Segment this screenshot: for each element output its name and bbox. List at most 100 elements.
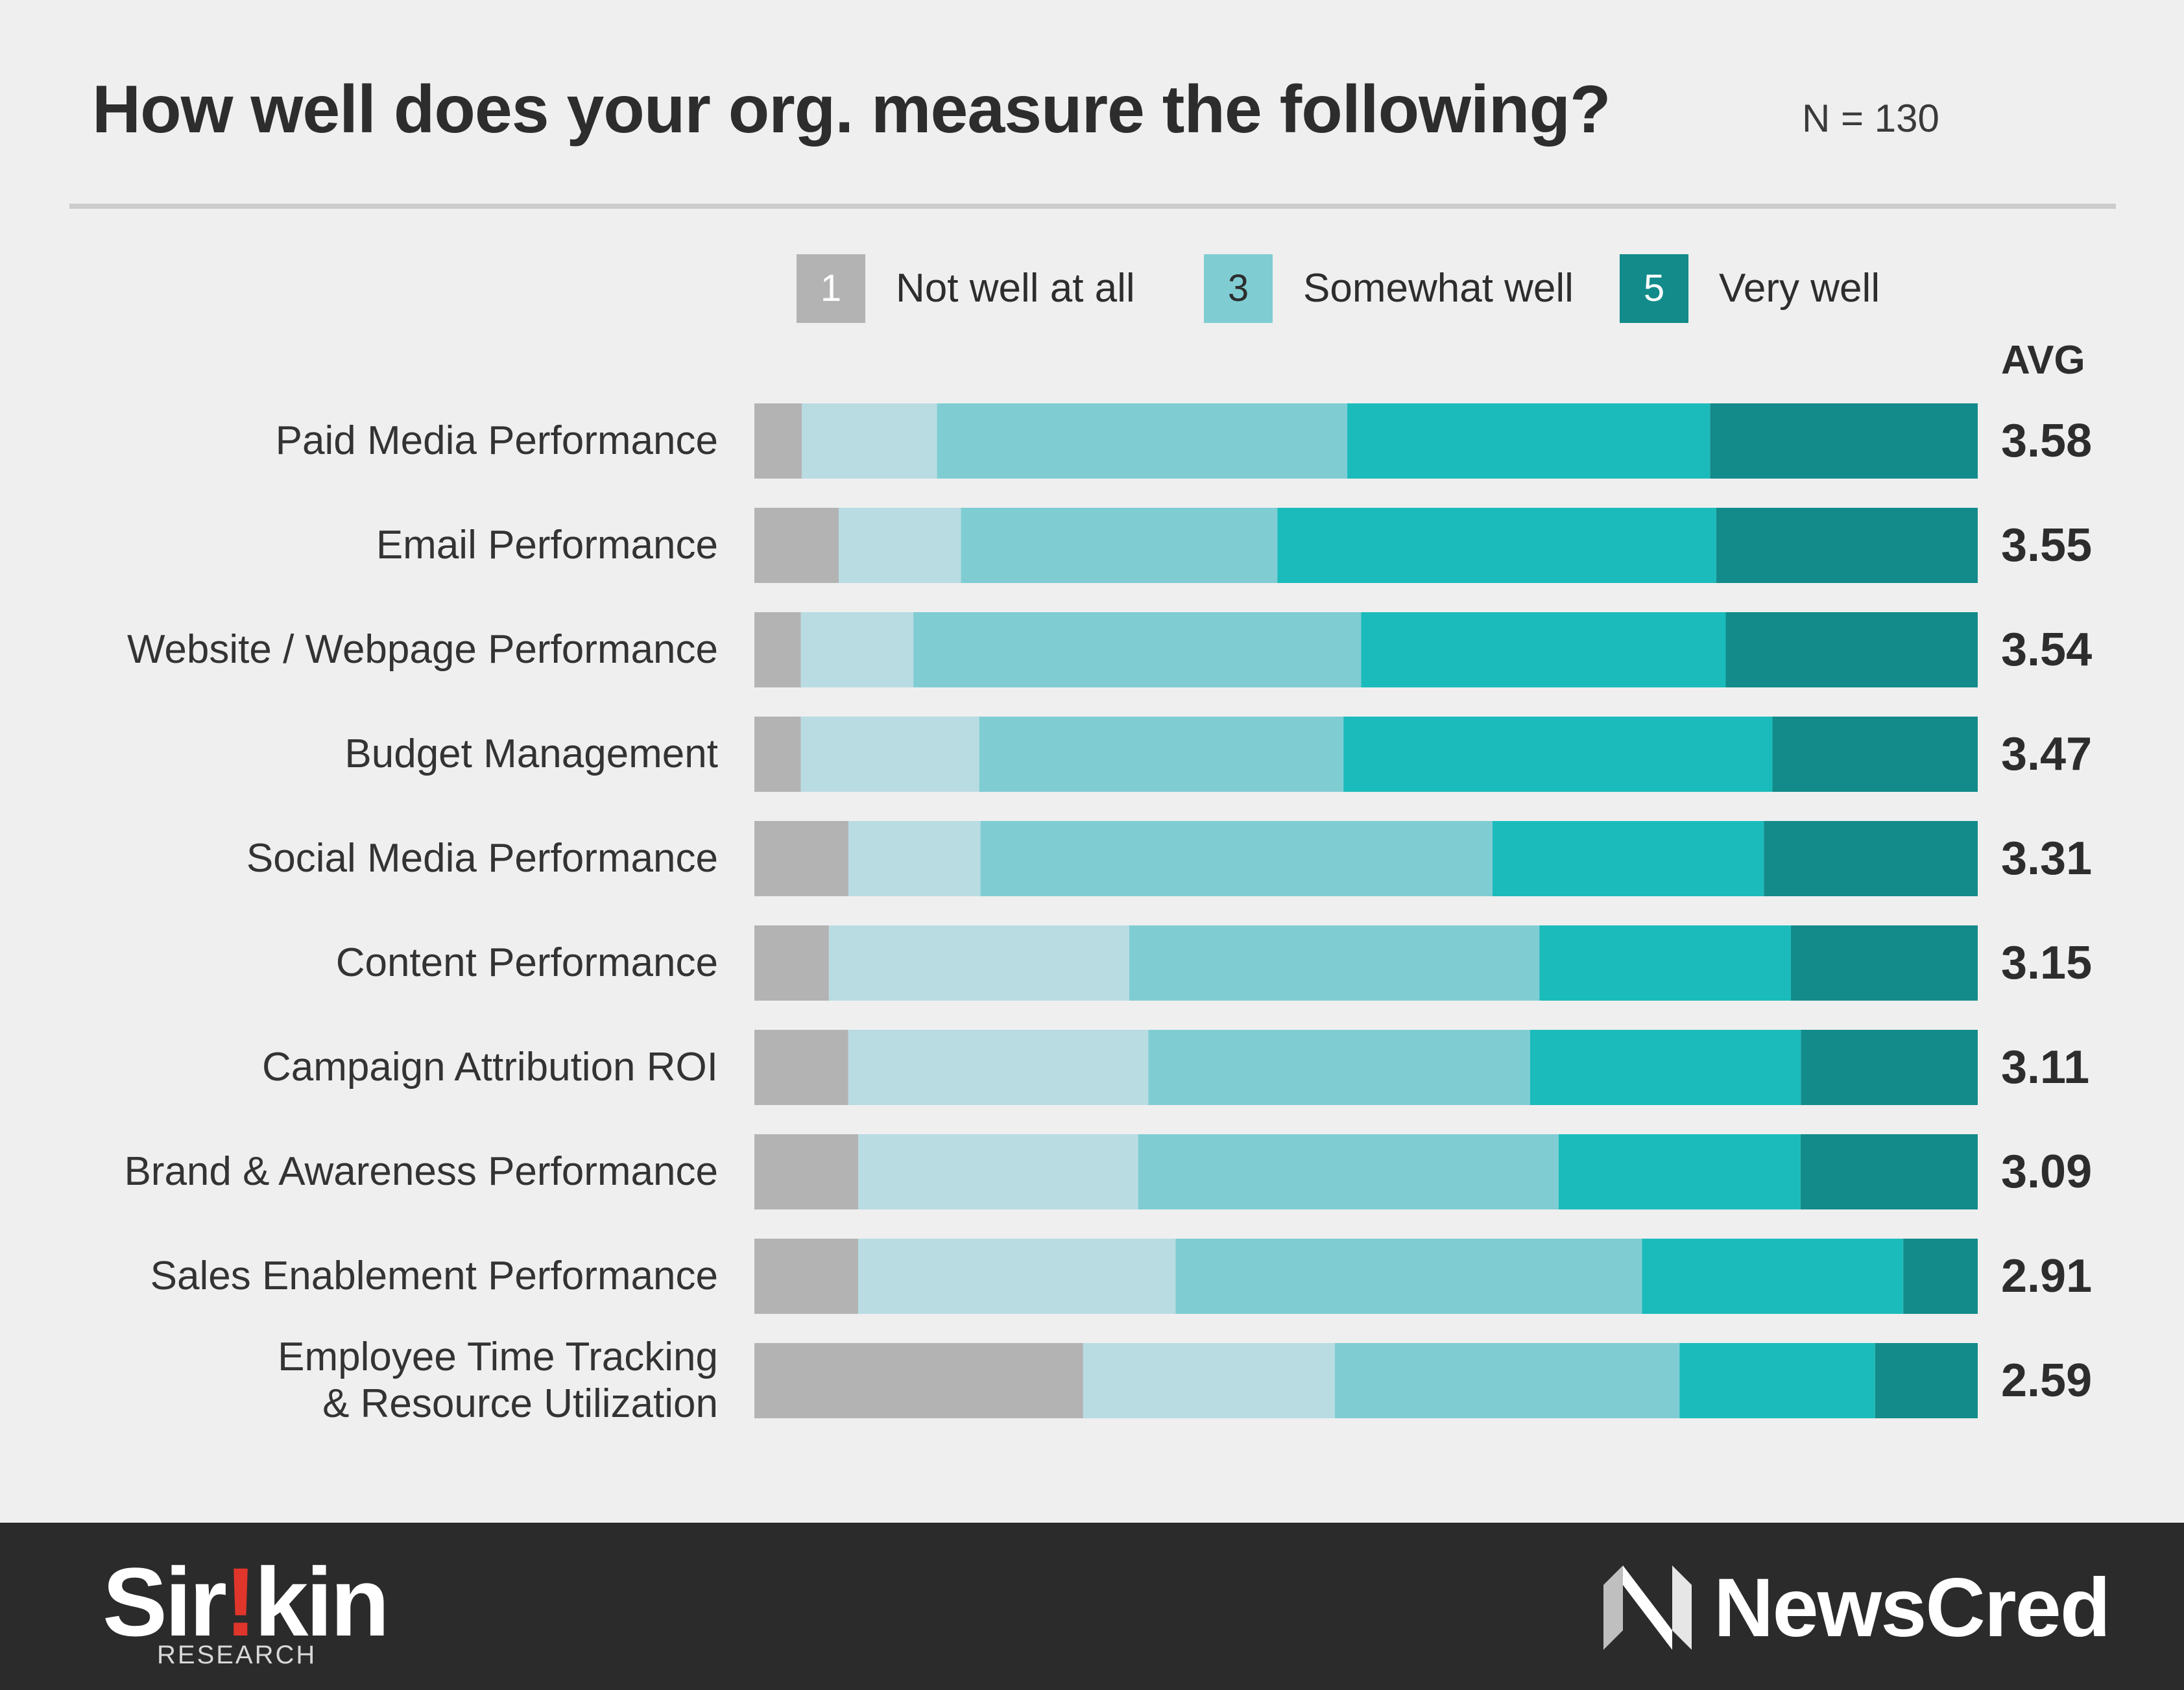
bar-segment-row6-rating1 xyxy=(754,925,829,1001)
category-label-line: Sales Enablement Performance xyxy=(150,1254,718,1298)
bar-segment-row5-rating4 xyxy=(1493,821,1764,896)
sirkin-subtitle: RESEARCH xyxy=(157,1641,317,1669)
bar-segment-row10-rating2 xyxy=(1083,1343,1335,1418)
bar-segment-row10-rating3 xyxy=(1334,1343,1680,1418)
bar-segment-row2-rating4 xyxy=(1277,508,1716,583)
bar-segment-row9-rating5 xyxy=(1903,1239,1978,1314)
footer-bar xyxy=(0,1523,2184,1690)
category-label-row9: Sales Enablement Performance xyxy=(69,1253,718,1300)
sirkin-word-end: kin xyxy=(254,1547,390,1656)
bar-segment-row7-rating2 xyxy=(848,1030,1149,1105)
category-label-line: Campaign Attribution ROI xyxy=(261,1045,718,1089)
bar-segment-row6-rating2 xyxy=(828,925,1129,1001)
bar-segment-row4-rating2 xyxy=(800,717,979,792)
average-value-row7: 3.11 xyxy=(2001,1041,2090,1093)
legend-label-5: Very well xyxy=(1719,266,1880,311)
average-value-row9: 2.91 xyxy=(2001,1250,2093,1302)
average-value-row8: 3.09 xyxy=(2001,1146,2093,1198)
category-label-row6: Content Performance xyxy=(69,940,718,986)
sirkin-word-start: Sir xyxy=(102,1547,227,1656)
bar-segment-row7-rating1 xyxy=(754,1030,848,1105)
bar-segment-row5-rating1 xyxy=(754,821,849,896)
avg-column-header: AVG xyxy=(2001,338,2085,383)
newscred-wordmark: NewsCred xyxy=(1714,1562,2111,1654)
average-value-row2: 3.55 xyxy=(2001,519,2093,571)
bar-segment-row3-rating4 xyxy=(1361,612,1726,687)
legend-label-3: Somewhat well xyxy=(1303,266,1574,311)
category-label-row4: Budget Management xyxy=(69,731,718,778)
legend-label-1: Not well at all xyxy=(896,266,1135,311)
category-label-row5: Social Media Performance xyxy=(69,835,718,882)
sample-size-label: N = 130 xyxy=(1802,97,1939,140)
bar-segment-row6-rating4 xyxy=(1539,925,1792,1001)
bar-segment-row10-rating1 xyxy=(754,1343,1083,1418)
average-value-row6: 3.15 xyxy=(2001,937,2093,989)
bar-segment-row2-rating1 xyxy=(754,508,839,583)
legend-swatch-3: 3 xyxy=(1204,254,1273,323)
bar-segment-row9-rating4 xyxy=(1642,1239,1904,1314)
bar-segment-row8-rating5 xyxy=(1800,1134,1978,1209)
category-label-row3: Website / Webpage Performance xyxy=(69,626,718,673)
bar-segment-row1-rating4 xyxy=(1347,403,1710,479)
average-value-row3: 3.54 xyxy=(2001,624,2093,676)
bar-segment-row3-rating1 xyxy=(754,612,801,687)
bar-segment-row10-rating4 xyxy=(1679,1343,1875,1418)
category-label-row7: Campaign Attribution ROI xyxy=(69,1044,718,1091)
bar-segment-row6-rating3 xyxy=(1129,925,1540,1001)
category-label-line: Website / Webpage Performance xyxy=(127,627,718,672)
chart-title: How well does your org. measure the foll… xyxy=(92,72,1611,147)
category-label-row2: Email Performance xyxy=(69,522,718,569)
bar-segment-row5-rating5 xyxy=(1764,821,1978,896)
bar-segment-row2-rating3 xyxy=(961,508,1278,583)
bar-segment-row3-rating3 xyxy=(913,612,1362,687)
bar-segment-row4-rating3 xyxy=(979,717,1344,792)
bar-segment-row9-rating2 xyxy=(858,1239,1176,1314)
bar-segment-row5-rating2 xyxy=(848,821,981,896)
legend-swatch-5: 5 xyxy=(1620,254,1688,323)
category-label-line: Employee Time Tracking xyxy=(278,1335,718,1379)
bar-segment-row8-rating3 xyxy=(1138,1134,1559,1209)
category-label-line: Content Performance xyxy=(335,940,718,985)
bar-segment-row1-rating1 xyxy=(754,403,802,479)
bar-segment-row1-rating2 xyxy=(802,403,937,479)
bar-segment-row8-rating2 xyxy=(858,1134,1138,1209)
bar-segment-row2-rating5 xyxy=(1716,508,1978,583)
bar-segment-row4-rating5 xyxy=(1772,717,1978,792)
bar-segment-row4-rating1 xyxy=(754,717,801,792)
bar-segment-row10-rating5 xyxy=(1875,1343,1978,1418)
bar-segment-row1-rating3 xyxy=(937,403,1348,479)
category-label-line: Brand & Awareness Performance xyxy=(124,1149,718,1194)
bar-segment-row8-rating4 xyxy=(1558,1134,1801,1209)
bar-segment-row8-rating1 xyxy=(754,1134,859,1209)
category-label-line: & Resource Utilization xyxy=(322,1381,718,1426)
average-value-row1: 3.58 xyxy=(2001,415,2093,467)
sirkin-research-logo: Sir!kin RESEARCH xyxy=(102,1543,390,1673)
bar-segment-row3-rating2 xyxy=(800,612,914,687)
bar-segment-row7-rating3 xyxy=(1148,1030,1530,1105)
bar-segment-row4-rating4 xyxy=(1343,717,1773,792)
title-divider xyxy=(69,204,2116,209)
newscred-mark-icon xyxy=(1603,1565,1692,1650)
category-label-row8: Brand & Awareness Performance xyxy=(69,1148,718,1195)
bar-segment-row3-rating5 xyxy=(1725,612,1978,687)
stacked-bar-chart xyxy=(754,403,1978,1418)
sirkin-wordmark: Sir!kin xyxy=(102,1543,390,1660)
legend-swatch-1: 1 xyxy=(797,254,865,323)
category-label-line: Budget Management xyxy=(344,732,718,776)
category-label-line: Social Media Performance xyxy=(246,836,718,881)
category-label-row10: Employee Time Tracking & Resource Utiliza… xyxy=(69,1334,718,1427)
category-label-line: Email Performance xyxy=(376,523,718,567)
bar-segment-row5-rating3 xyxy=(980,821,1493,896)
bar-segment-row7-rating4 xyxy=(1530,1030,1801,1105)
bar-segment-row2-rating2 xyxy=(839,508,961,583)
newscred-logo: NewsCred xyxy=(1603,1556,2111,1660)
average-value-row4: 3.47 xyxy=(2001,728,2093,780)
bar-segment-row7-rating5 xyxy=(1801,1030,1978,1105)
category-label-line: Paid Media Performance xyxy=(275,418,718,463)
average-value-row5: 3.31 xyxy=(2001,833,2093,885)
bar-segment-row9-rating3 xyxy=(1175,1239,1642,1314)
average-value-row10: 2.59 xyxy=(2001,1355,2093,1407)
category-label-row1: Paid Media Performance xyxy=(69,418,718,464)
bar-segment-row6-rating5 xyxy=(1791,925,1978,1001)
sirkin-exclamation: ! xyxy=(224,1547,257,1656)
